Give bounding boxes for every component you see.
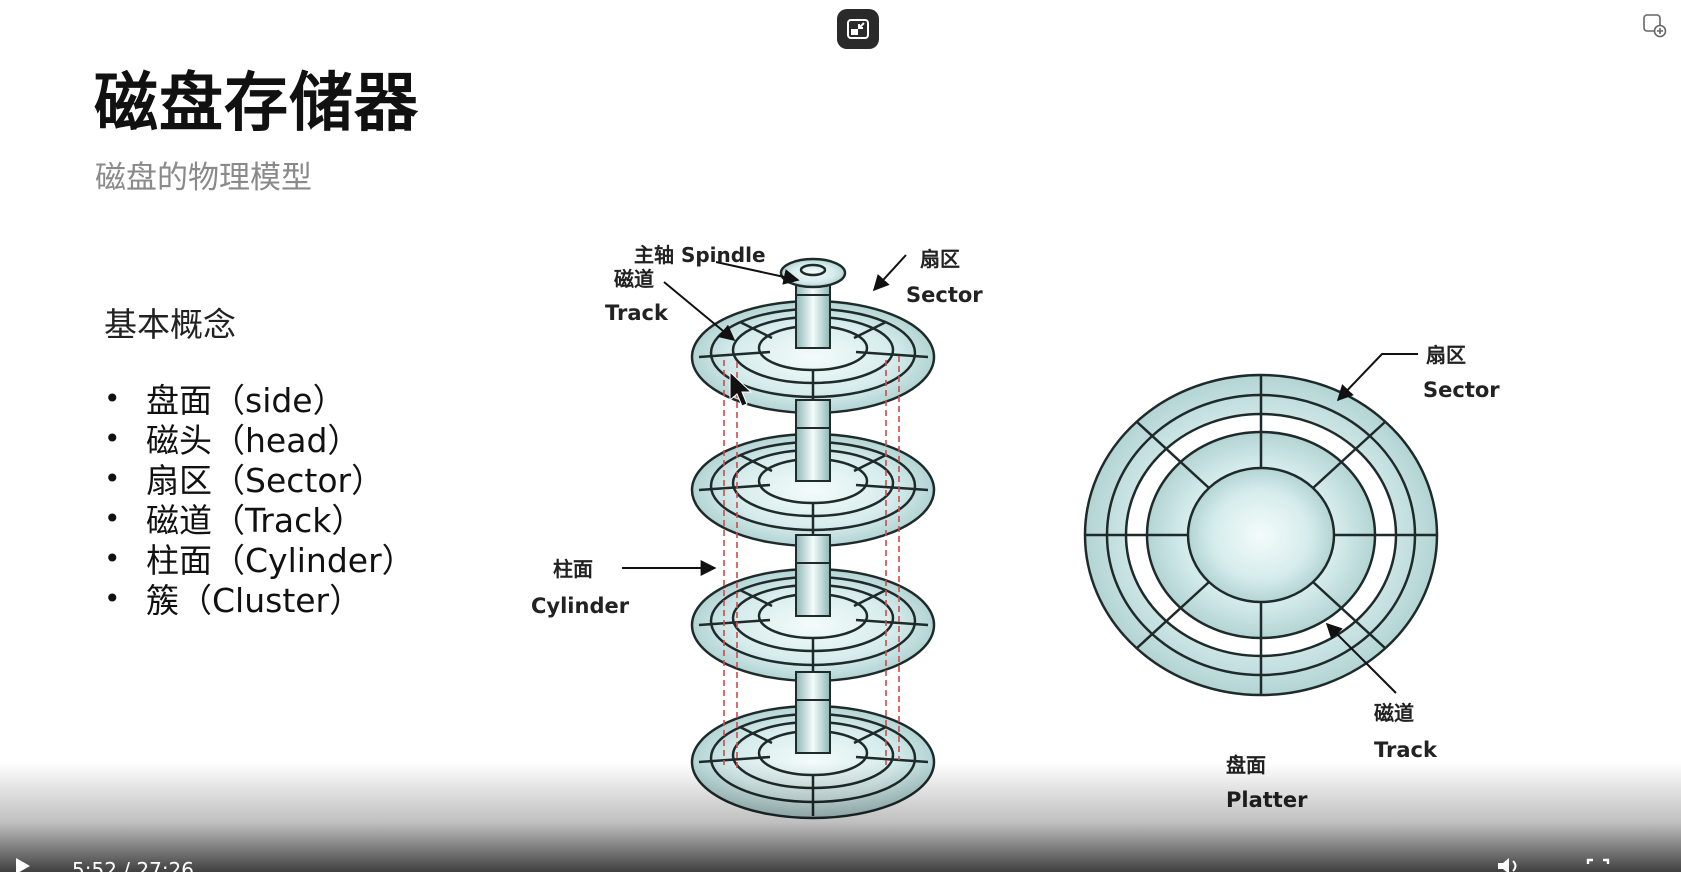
concept-label: 簇（Cluster） <box>146 581 363 620</box>
list-item: • 簇（Cluster） <box>104 578 415 620</box>
concept-label: 磁头（head） <box>146 421 361 460</box>
cylinder-label-en: Cylinder <box>531 594 630 618</box>
track-label-cn: 磁道 <box>614 267 654 291</box>
bullet-icon: • <box>104 541 121 575</box>
right-sector-label-en: Sector <box>1423 378 1500 402</box>
list-item: • 盘面（side） <box>104 378 415 420</box>
spindle-cap <box>779 257 847 289</box>
bullet-icon: • <box>104 421 121 455</box>
track-label-en: Track <box>605 301 669 325</box>
platter-1 <box>690 294 936 415</box>
right-arrows <box>1325 353 1418 694</box>
add-comment-icon[interactable] <box>1641 12 1667 38</box>
sector-label-cn: 扇区 <box>920 247 960 271</box>
concepts-heading: 基本概念 <box>104 305 236 344</box>
list-item: • 柱面（Cylinder） <box>104 538 415 580</box>
platter-2 <box>690 399 936 548</box>
sector-label-en: Sector <box>906 283 983 307</box>
bullet-icon: • <box>104 381 121 415</box>
stacked-platters <box>690 257 936 820</box>
right-sector-label-cn: 扇区 <box>1426 343 1466 367</box>
spindle-label: 主轴 Spindle <box>634 243 766 267</box>
top-platter <box>1083 373 1439 697</box>
list-item: • 扇区（Sector） <box>104 458 415 500</box>
left-arrows <box>622 254 907 576</box>
player-control-bar <box>0 762 1681 872</box>
right-track-label-cn: 磁道 <box>1374 701 1414 725</box>
cylinder-label-cn: 柱面 <box>553 557 593 581</box>
list-item: • 磁道（Track） <box>104 498 415 540</box>
fullscreen-icon[interactable] <box>1586 858 1610 874</box>
play-icon[interactable] <box>14 858 34 874</box>
platter-3 <box>690 534 936 683</box>
bullet-icon: • <box>104 461 121 495</box>
bullet-icon: • <box>104 501 121 535</box>
list-item: • 磁头（head） <box>104 418 415 460</box>
concept-label: 扇区（Sector） <box>146 461 385 500</box>
concept-label: 柱面（Cylinder） <box>146 541 415 580</box>
exit-fullscreen-button[interactable] <box>837 9 879 49</box>
concept-label: 磁道（Track） <box>146 501 365 540</box>
concept-list: • 盘面（side） • 磁头（head） • 扇区（Sector） • 磁道（Trac… <box>104 378 415 620</box>
slide-subtitle: 磁盘的物理模型 <box>95 160 312 196</box>
exit-fullscreen-icon <box>847 19 869 39</box>
concept-label: 盘面（side） <box>146 381 346 420</box>
slide-title: 磁盘存储器 <box>94 67 419 141</box>
right-track-label-en: Track <box>1374 738 1438 762</box>
mouse-cursor-icon <box>729 370 753 407</box>
volume-icon[interactable] <box>1496 858 1522 874</box>
bullet-icon: • <box>104 581 121 615</box>
time-display: 5:52 / 27:26 <box>72 858 195 882</box>
cylinder-dashes <box>723 356 900 768</box>
